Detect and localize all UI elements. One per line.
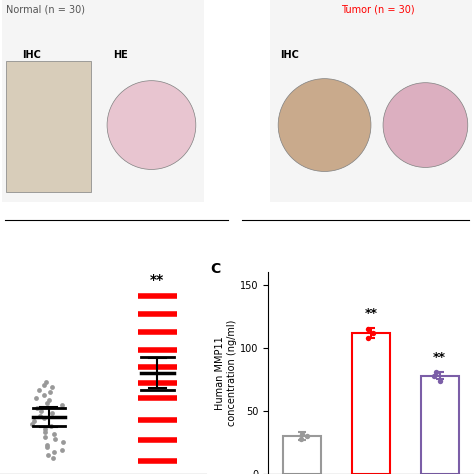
Point <box>49 454 57 461</box>
Text: **: ** <box>365 307 377 320</box>
Circle shape <box>383 82 468 167</box>
Point <box>297 435 304 443</box>
Text: HE: HE <box>113 50 128 60</box>
Point <box>40 391 48 399</box>
Point <box>430 372 438 380</box>
Point <box>43 378 50 386</box>
Bar <box>283 436 321 474</box>
FancyBboxPatch shape <box>6 61 91 191</box>
Circle shape <box>278 79 371 172</box>
Text: **: ** <box>433 351 446 365</box>
Point <box>43 441 51 448</box>
Point <box>37 407 45 414</box>
Circle shape <box>107 81 196 169</box>
Point <box>437 377 444 384</box>
Point <box>51 448 58 456</box>
Bar <box>421 376 458 474</box>
Point <box>432 368 440 376</box>
Point <box>50 430 57 438</box>
Point <box>46 389 54 396</box>
Text: IHC: IHC <box>280 50 299 60</box>
Point <box>46 396 53 404</box>
Point <box>40 415 48 422</box>
Point <box>52 436 59 443</box>
Point <box>30 417 37 425</box>
Point <box>41 433 48 440</box>
Point <box>33 394 40 401</box>
Point <box>41 425 48 433</box>
Text: **: ** <box>150 273 164 287</box>
Point <box>299 430 306 438</box>
Point <box>44 451 51 459</box>
Point <box>43 399 51 407</box>
Point <box>48 383 56 391</box>
Point <box>36 412 44 419</box>
Point <box>58 446 66 454</box>
Point <box>364 334 372 342</box>
Point <box>58 401 65 409</box>
Point <box>35 386 43 393</box>
Text: Normal (n = 30): Normal (n = 30) <box>6 4 85 14</box>
Point <box>369 329 377 337</box>
Point <box>40 381 47 388</box>
Point <box>364 325 372 333</box>
Point <box>43 443 51 451</box>
Point <box>59 438 66 446</box>
Text: Tumor (n = 30): Tumor (n = 30) <box>341 4 414 14</box>
Text: IHC: IHC <box>22 50 41 60</box>
Text: C: C <box>210 262 220 276</box>
Point <box>28 420 36 428</box>
Bar <box>352 333 390 474</box>
Point <box>303 432 311 440</box>
Point <box>48 410 55 417</box>
Point <box>47 422 55 430</box>
Point <box>33 404 40 412</box>
Point <box>41 428 48 435</box>
Y-axis label: Human MMP11
concentration (ng/ml): Human MMP11 concentration (ng/ml) <box>215 320 237 426</box>
